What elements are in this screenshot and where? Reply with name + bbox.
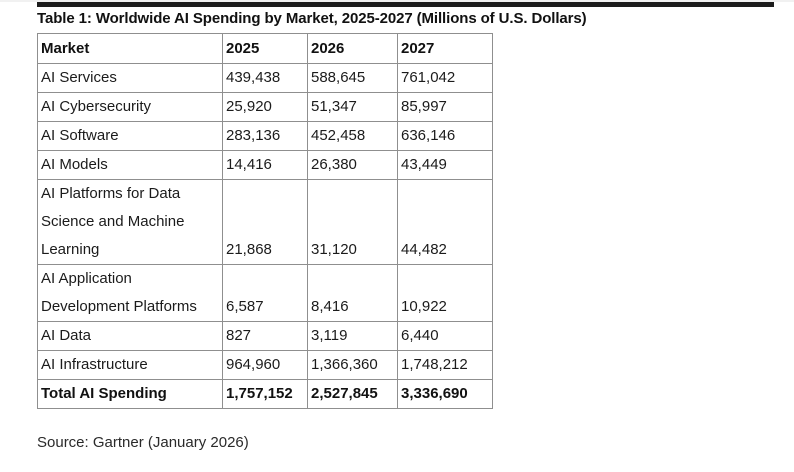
total-value-cell: 3,336,690: [397, 379, 493, 409]
market-cell: AI Cybersecurity: [37, 92, 223, 122]
value-cell: 8,416: [307, 264, 398, 322]
table-section: Table 1: Worldwide AI Spending by Market…: [37, 9, 777, 451]
market-cell: AI Data: [37, 321, 223, 351]
value-cell: 44,482: [397, 179, 493, 265]
market-cell: AI Infrastructure: [37, 350, 223, 380]
value-cell: 85,997: [397, 92, 493, 122]
market-cell: AI Services: [37, 63, 223, 93]
market-cell: AI Software: [37, 121, 223, 151]
value-cell: 6,440: [397, 321, 493, 351]
market-cell: AI Models: [37, 150, 223, 180]
value-cell: 31,120: [307, 179, 398, 265]
market-cell: AI Platforms for Data Science and Machin…: [37, 179, 223, 265]
table-row: AI Platforms for Data Science and Machin…: [37, 179, 493, 265]
header-2025: 2025: [222, 33, 308, 64]
total-value-cell: 1,757,152: [222, 379, 308, 409]
value-cell: 25,920: [222, 92, 308, 122]
value-cell: 26,380: [307, 150, 398, 180]
source-note: Source: Gartner (January 2026): [37, 434, 249, 451]
ai-spending-table: Market 2025 2026 2027 AI Services 439,43…: [37, 33, 493, 409]
table-row: AI Cybersecurity 25,920 51,347 85,997: [37, 92, 493, 122]
value-cell: 1,748,212: [397, 350, 493, 380]
table-title: Table 1: Worldwide AI Spending by Market…: [37, 10, 587, 27]
value-cell: 452,458: [307, 121, 398, 151]
value-cell: 827: [222, 321, 308, 351]
market-cell: AI Application Development Platforms: [37, 264, 223, 322]
table-row: AI Models 14,416 26,380 43,449: [37, 150, 493, 180]
value-cell: 43,449: [397, 150, 493, 180]
value-cell: 51,347: [307, 92, 398, 122]
value-cell: 1,366,360: [307, 350, 398, 380]
value-cell: 21,868: [222, 179, 308, 265]
total-row: Total AI Spending 1,757,152 2,527,845 3,…: [37, 379, 493, 409]
table-row: AI Application Development Platforms 6,5…: [37, 264, 493, 322]
section-divider-rule: [37, 2, 774, 7]
header-market: Market: [37, 33, 223, 64]
value-cell: 588,645: [307, 63, 398, 93]
table-row: AI Infrastructure 964,960 1,366,360 1,74…: [37, 350, 493, 380]
value-cell: 636,146: [397, 121, 493, 151]
header-2026: 2026: [307, 33, 398, 64]
value-cell: 761,042: [397, 63, 493, 93]
table-header-row: Market 2025 2026 2027: [37, 33, 493, 64]
header-2027: 2027: [397, 33, 493, 64]
page-top-edge: [0, 0, 794, 2]
value-cell: 3,119: [307, 321, 398, 351]
total-label-cell: Total AI Spending: [37, 379, 223, 409]
value-cell: 6,587: [222, 264, 308, 322]
value-cell: 439,438: [222, 63, 308, 93]
table-row: AI Data 827 3,119 6,440: [37, 321, 493, 351]
table-row: AI Software 283,136 452,458 636,146: [37, 121, 493, 151]
value-cell: 14,416: [222, 150, 308, 180]
value-cell: 10,922: [397, 264, 493, 322]
table-row: AI Services 439,438 588,645 761,042: [37, 63, 493, 93]
value-cell: 283,136: [222, 121, 308, 151]
total-value-cell: 2,527,845: [307, 379, 398, 409]
value-cell: 964,960: [222, 350, 308, 380]
